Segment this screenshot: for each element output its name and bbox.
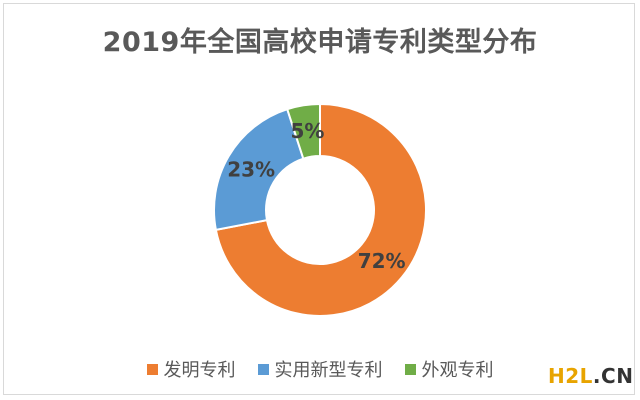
donut-slice-design <box>285 102 321 160</box>
legend-item-utility-model: 实用新型专利 <box>257 356 383 382</box>
slice-label-utility-model: 23% <box>227 157 275 181</box>
slice-label-invention: 72% <box>358 249 406 273</box>
slice-label-design: 5% <box>291 119 325 143</box>
donut-slice-utility-model <box>213 107 305 232</box>
slice-labels: 72% 23% 5% <box>227 119 405 273</box>
legend-label-utility-model: 实用新型专利 <box>274 360 383 381</box>
donut-slice-invention <box>214 102 427 317</box>
donut-slices <box>213 102 427 317</box>
legend: 发明专利 实用新型专利 外观专利 <box>0 356 640 382</box>
legend-label-invention: 发明专利 <box>163 360 236 381</box>
watermark-tld: CN <box>601 364 634 388</box>
legend-item-design: 外观专利 <box>404 356 494 382</box>
chart-title: 2019年全国高校申请专利类型分布 <box>102 27 538 58</box>
legend-swatch-utility-model <box>257 363 269 375</box>
site-watermark-logo: H2L.CN <box>548 364 633 388</box>
chart-frame <box>3 3 635 395</box>
watermark-dot: . <box>592 364 602 388</box>
legend-swatch-design <box>404 363 416 375</box>
legend-swatch-invention <box>146 363 158 375</box>
legend-item-invention: 发明专利 <box>146 356 236 382</box>
watermark-main: H2L <box>548 364 593 388</box>
legend-label-design: 外观专利 <box>421 360 494 381</box>
